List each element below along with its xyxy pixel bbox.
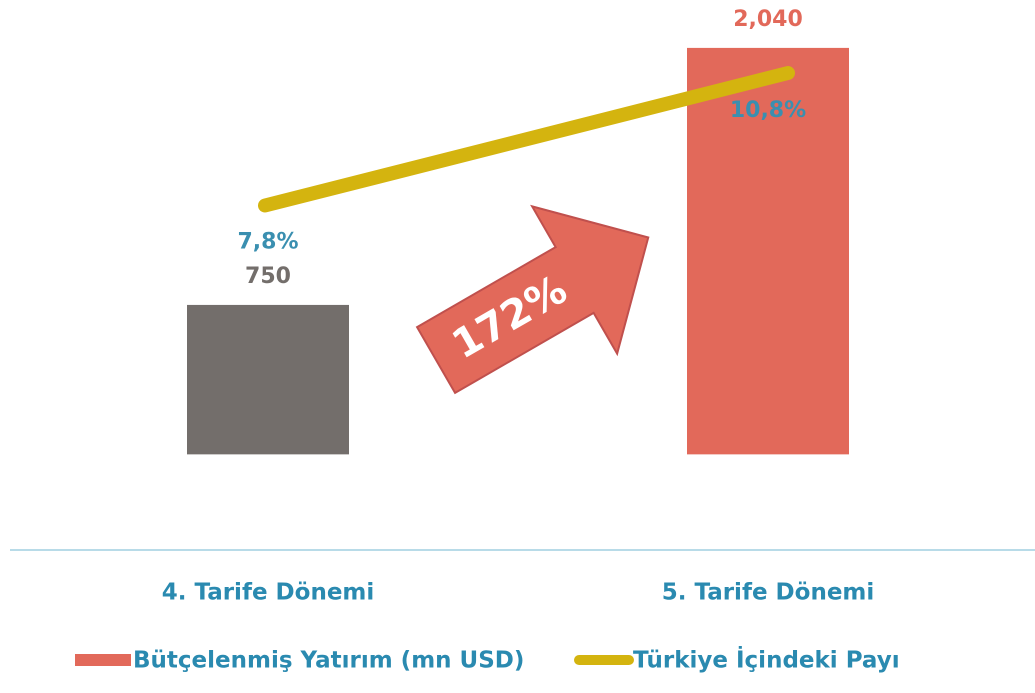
bar — [187, 304, 349, 455]
line-value-label: 7,8% — [237, 230, 298, 255]
bar-value-label: 2,040 — [733, 7, 803, 32]
x-tick-label: 5. Tarife Dönemi — [662, 580, 875, 606]
legend-swatch — [75, 654, 131, 666]
bar — [687, 47, 849, 455]
legend-label: Bütçelenmiş Yatırım (mn USD) — [133, 648, 524, 674]
legend-label: Türkiye İçindeki Payı — [633, 646, 900, 674]
growth-arrow: 172% — [415, 204, 650, 395]
x-tick-label: 4. Tarife Dönemi — [162, 580, 375, 606]
arrow-shape — [415, 204, 650, 395]
bar-value-label: 750 — [245, 264, 291, 289]
line — [258, 66, 795, 213]
line-value-label: 10,8% — [730, 98, 806, 123]
